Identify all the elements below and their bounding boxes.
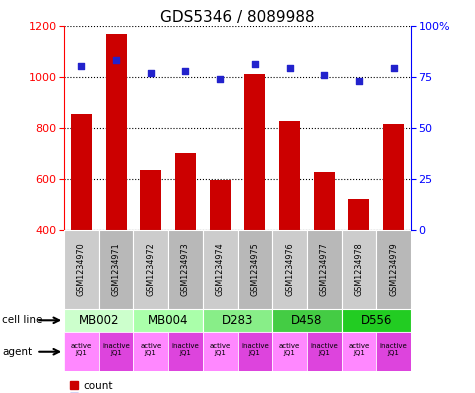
Bar [238, 332, 272, 371]
Point [181, 67, 189, 73]
Text: agent: agent [2, 347, 32, 357]
Bar [376, 332, 411, 371]
Bar [99, 230, 133, 309]
Text: active
JQ1: active JQ1 [140, 343, 162, 356]
Text: GSM1234972: GSM1234972 [146, 242, 155, 296]
Text: inactive
JQ1: inactive JQ1 [171, 343, 200, 356]
Text: GSM1234971: GSM1234971 [112, 242, 121, 296]
Point [320, 72, 328, 78]
Bar [64, 332, 99, 371]
Bar [238, 230, 272, 309]
Bar [307, 332, 342, 371]
Text: MB004: MB004 [148, 314, 189, 327]
Bar [64, 230, 99, 309]
Bar [342, 230, 376, 309]
Bar [168, 230, 203, 309]
Bar [168, 332, 203, 371]
Text: GSM1234978: GSM1234978 [354, 242, 363, 296]
Bar [349, 199, 369, 332]
Bar [106, 35, 126, 332]
Bar [210, 180, 230, 332]
Bar [203, 332, 238, 371]
Text: D458: D458 [291, 314, 323, 327]
Text: cell line: cell line [2, 315, 43, 325]
Bar [376, 230, 411, 309]
Bar [141, 170, 161, 332]
Bar [279, 121, 300, 332]
Bar [133, 332, 168, 371]
Bar [307, 230, 342, 309]
Point [355, 77, 363, 84]
Bar [272, 332, 307, 371]
Bar [133, 230, 168, 309]
Bar [99, 332, 133, 371]
Text: GSM1234979: GSM1234979 [389, 242, 398, 296]
Bar [133, 309, 203, 332]
Bar [203, 309, 272, 332]
Bar [314, 173, 334, 332]
Text: GSM1234970: GSM1234970 [77, 242, 86, 296]
Bar [342, 309, 411, 332]
Text: GSM1234975: GSM1234975 [250, 242, 259, 296]
Point [286, 65, 294, 72]
Bar [203, 230, 238, 309]
Point [251, 61, 259, 68]
Bar [272, 309, 342, 332]
Text: GSM1234976: GSM1234976 [285, 242, 294, 296]
Point [147, 70, 155, 76]
Text: active
JQ1: active JQ1 [71, 343, 92, 356]
Bar [175, 153, 196, 332]
Bar [383, 124, 404, 332]
Point [217, 75, 224, 82]
Point [78, 63, 86, 70]
Text: GSM1234974: GSM1234974 [216, 242, 225, 296]
Text: MB002: MB002 [78, 314, 119, 327]
Legend: count, percentile rank within the sample: count, percentile rank within the sample [69, 380, 259, 393]
Bar [71, 114, 92, 332]
Text: inactive
JQ1: inactive JQ1 [102, 343, 130, 356]
Text: active
JQ1: active JQ1 [209, 343, 231, 356]
Text: active
JQ1: active JQ1 [279, 343, 300, 356]
Text: D556: D556 [361, 314, 392, 327]
Text: inactive
JQ1: inactive JQ1 [241, 343, 269, 356]
Text: GSM1234973: GSM1234973 [181, 242, 190, 296]
Text: GSM1234977: GSM1234977 [320, 242, 329, 296]
Bar [272, 230, 307, 309]
Text: GDS5346 / 8089988: GDS5346 / 8089988 [160, 10, 315, 25]
Bar [245, 74, 265, 332]
Point [113, 57, 120, 63]
Bar [64, 309, 133, 332]
Text: inactive
JQ1: inactive JQ1 [310, 343, 338, 356]
Text: D283: D283 [222, 314, 253, 327]
Text: active
JQ1: active JQ1 [348, 343, 370, 356]
Point [390, 65, 397, 72]
Text: inactive
JQ1: inactive JQ1 [380, 343, 408, 356]
Bar [342, 332, 376, 371]
